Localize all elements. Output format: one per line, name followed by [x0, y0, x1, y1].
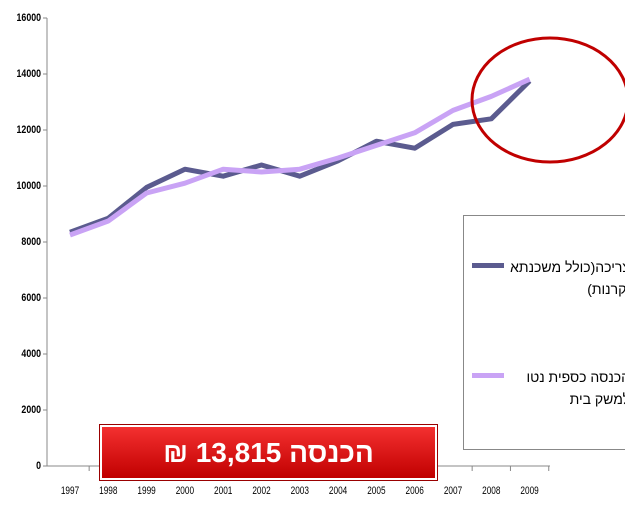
legend-label: צריכה(כולל משכנתא וקרנות) — [510, 259, 625, 297]
x-tick-label: 1997 — [61, 485, 79, 497]
y-tick-label: 14000 — [17, 68, 42, 80]
y-tick-label: 12000 — [17, 124, 42, 136]
y-tick-label: 4000 — [21, 348, 41, 360]
series-line — [69, 76, 531, 238]
x-tick-label: 2006 — [406, 485, 424, 497]
x-tick-label: 2008 — [482, 485, 500, 497]
y-tick-label: 6000 — [21, 292, 41, 304]
legend-swatch — [472, 373, 504, 378]
legend: צריכה(כולל משכנתא וקרנות) הכנסה כספית נטו… — [463, 215, 625, 450]
annotation-banner: הכנסה 13,815 ₪ — [100, 425, 437, 480]
series-line — [69, 79, 532, 235]
x-tick-label: 2003 — [291, 485, 309, 497]
x-tick-label: 1999 — [137, 485, 155, 497]
legend-swatch — [472, 263, 504, 268]
y-tick-label: 0 — [36, 460, 41, 472]
x-tick-label: 1998 — [99, 485, 117, 497]
x-tick-label: 2007 — [444, 485, 462, 497]
y-tick-label: 8000 — [21, 236, 41, 248]
x-tick-label: 2004 — [329, 485, 348, 497]
y-tick-label: 16000 — [17, 12, 42, 24]
x-tick-label: 2000 — [176, 485, 195, 497]
x-tick-label: 2002 — [252, 485, 270, 497]
x-tick-label: 2005 — [367, 485, 385, 497]
y-tick-label: 10000 — [17, 180, 42, 192]
x-tick-label: 2009 — [520, 485, 538, 497]
x-tick-label: 2001 — [214, 485, 232, 497]
legend-label: הכנסה כספית נטו למשק בית — [526, 369, 625, 407]
highlight-circle — [470, 36, 625, 164]
y-tick-label: 2000 — [21, 404, 41, 416]
